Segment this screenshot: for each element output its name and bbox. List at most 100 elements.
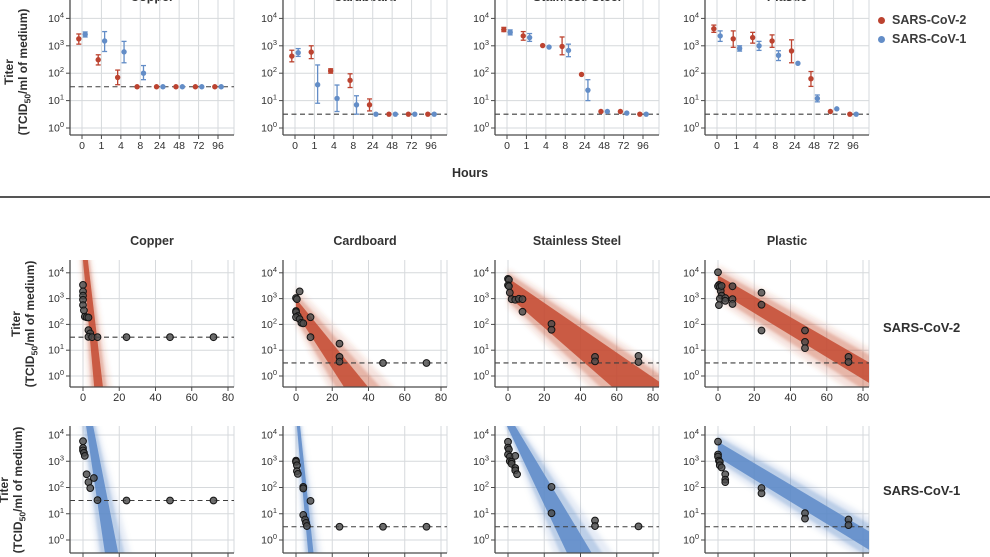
svg-text:102: 102 — [261, 316, 277, 331]
band-panel-sars-cov-1-cardboard: 100 101 102 103 104 — [261, 426, 448, 557]
svg-text:1: 1 — [734, 140, 740, 152]
svg-text:100: 100 — [473, 120, 489, 135]
svg-text:60: 60 — [611, 392, 623, 404]
svg-text:0: 0 — [293, 392, 299, 404]
svg-text:100: 100 — [48, 368, 64, 383]
svg-text:100: 100 — [48, 120, 64, 135]
svg-text:24: 24 — [154, 140, 166, 152]
svg-text:103: 103 — [261, 453, 277, 468]
svg-text:48: 48 — [386, 140, 398, 152]
legend-dot-sars-cov-2-icon — [878, 16, 885, 24]
svg-text:24: 24 — [789, 140, 801, 152]
svg-text:103: 103 — [683, 453, 699, 468]
column-title-cardboard: Cardboard — [333, 234, 397, 248]
svg-text:48: 48 — [598, 140, 610, 152]
svg-text:60: 60 — [821, 392, 833, 404]
svg-text:20: 20 — [113, 392, 125, 404]
svg-text:101: 101 — [261, 342, 277, 357]
svg-text:20: 20 — [538, 392, 550, 404]
svg-text:103: 103 — [48, 38, 64, 53]
svg-text:0: 0 — [292, 140, 298, 152]
svg-text:104: 104 — [48, 265, 64, 280]
svg-text:101: 101 — [261, 93, 277, 108]
y-axis-label-row2: Titer (TCID50/ml of medium) — [0, 426, 28, 554]
band-panel-sars-cov-2-stainless-steel: 100 101 102 103 104 0 20 40 60 80 — [473, 260, 660, 404]
top-panel-title-stainless-steel-cropped: Stainless Steel — [497, 0, 657, 4]
svg-text:101: 101 — [48, 506, 64, 521]
svg-text:40: 40 — [149, 392, 161, 404]
svg-text:8: 8 — [772, 140, 778, 152]
legend-label-sars-cov-1: SARS-CoV-1 — [892, 32, 967, 46]
legend-item-sars-cov-1: SARS-CoV-1 — [878, 32, 966, 46]
band-panel-sars-cov-1-stainless-steel: 100 101 102 103 104 — [473, 426, 660, 557]
svg-text:102: 102 — [261, 480, 277, 495]
svg-text:104: 104 — [261, 427, 277, 442]
svg-text:100: 100 — [683, 120, 699, 135]
svg-text:100: 100 — [683, 368, 699, 383]
svg-text:103: 103 — [683, 291, 699, 306]
svg-text:4: 4 — [753, 140, 759, 152]
band-panel-sars-cov-2-copper: 100 101 102 103 104 0 20 40 60 80 — [48, 260, 235, 404]
svg-text:102: 102 — [48, 65, 64, 80]
svg-text:103: 103 — [473, 291, 489, 306]
svg-text:101: 101 — [48, 342, 64, 357]
svg-text:104: 104 — [683, 427, 699, 442]
band-panel-sars-cov-1-copper: 100 101 102 103 104 — [48, 426, 235, 557]
legend-dot-sars-cov-1-icon — [878, 35, 885, 43]
svg-text:104: 104 — [683, 10, 699, 25]
svg-text:72: 72 — [406, 140, 418, 152]
svg-text:40: 40 — [574, 392, 586, 404]
svg-text:101: 101 — [261, 506, 277, 521]
svg-text:100: 100 — [261, 120, 277, 135]
svg-text:1: 1 — [312, 140, 318, 152]
svg-text:100: 100 — [683, 532, 699, 547]
svg-text:104: 104 — [683, 265, 699, 280]
svg-text:80: 80 — [222, 392, 234, 404]
svg-text:104: 104 — [261, 10, 277, 25]
svg-text:104: 104 — [473, 10, 489, 25]
svg-text:96: 96 — [212, 140, 224, 152]
svg-text:80: 80 — [647, 392, 659, 404]
legend-item-sars-cov-2: SARS-CoV-2 — [878, 13, 966, 27]
svg-text:100: 100 — [473, 368, 489, 383]
band-panel-sars-cov-2-plastic: 100 101 102 103 104 0 20 40 60 80 — [683, 260, 870, 404]
svg-text:4: 4 — [543, 140, 549, 152]
svg-text:104: 104 — [473, 265, 489, 280]
svg-text:0: 0 — [504, 140, 510, 152]
svg-text:103: 103 — [48, 453, 64, 468]
svg-text:100: 100 — [48, 532, 64, 547]
row-label-sars-cov-2: SARS-CoV-2 — [883, 320, 961, 335]
svg-text:104: 104 — [473, 427, 489, 442]
svg-text:104: 104 — [261, 265, 277, 280]
svg-text:96: 96 — [425, 140, 437, 152]
band-panel-sars-cov-1-plastic: 100 101 102 103 104 — [683, 426, 870, 557]
svg-text:8: 8 — [350, 140, 356, 152]
svg-text:101: 101 — [683, 93, 699, 108]
svg-text:24: 24 — [367, 140, 379, 152]
svg-text:103: 103 — [683, 38, 699, 53]
svg-text:48: 48 — [173, 140, 185, 152]
svg-text:1: 1 — [524, 140, 530, 152]
row-label-sars-cov-1: SARS-CoV-1 — [883, 483, 961, 498]
svg-text:96: 96 — [847, 140, 859, 152]
svg-text:101: 101 — [473, 93, 489, 108]
svg-text:101: 101 — [683, 506, 699, 521]
svg-text:103: 103 — [48, 291, 64, 306]
band-panel-sars-cov-2-cardboard: 100 101 102 103 104 0 20 40 60 80 — [261, 260, 448, 404]
top-panel-title-plastic-cropped: Plastic — [707, 0, 867, 4]
svg-text:96: 96 — [637, 140, 649, 152]
svg-text:102: 102 — [261, 65, 277, 80]
svg-text:8: 8 — [562, 140, 568, 152]
svg-text:103: 103 — [261, 291, 277, 306]
column-title-stainless-steel: Stainless Steel — [532, 234, 622, 248]
section-divider — [0, 196, 990, 198]
svg-text:100: 100 — [261, 532, 277, 547]
svg-text:104: 104 — [48, 10, 64, 25]
legend: SARS-CoV-2 SARS-CoV-1 — [878, 13, 966, 51]
svg-text:8: 8 — [137, 140, 143, 152]
svg-text:80: 80 — [435, 392, 447, 404]
